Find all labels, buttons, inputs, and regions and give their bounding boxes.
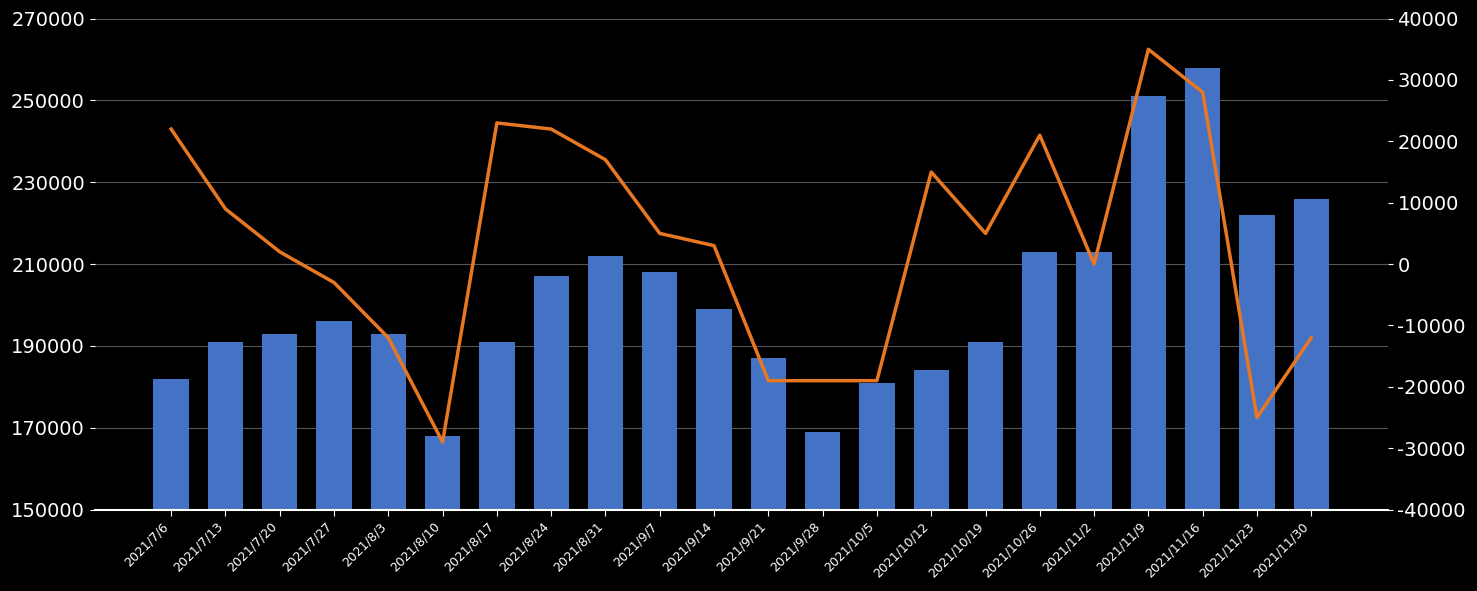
Bar (1131, 96, 1165, 509)
Bar (1077, 252, 1112, 509)
Bar (1185, 68, 1220, 509)
Bar (914, 371, 948, 509)
Bar (1294, 199, 1329, 509)
Bar (1239, 215, 1275, 509)
Bar (154, 379, 189, 509)
Bar (805, 432, 840, 509)
Bar (967, 342, 1003, 509)
Bar (1022, 252, 1058, 509)
Bar (425, 436, 461, 509)
Bar (533, 277, 569, 509)
Bar (588, 256, 623, 509)
Bar (696, 309, 731, 509)
Bar (371, 334, 406, 509)
Bar (261, 334, 297, 509)
Bar (642, 272, 678, 509)
Bar (860, 383, 895, 509)
Bar (208, 342, 244, 509)
Bar (479, 342, 514, 509)
Bar (750, 358, 786, 509)
Bar (316, 322, 352, 509)
